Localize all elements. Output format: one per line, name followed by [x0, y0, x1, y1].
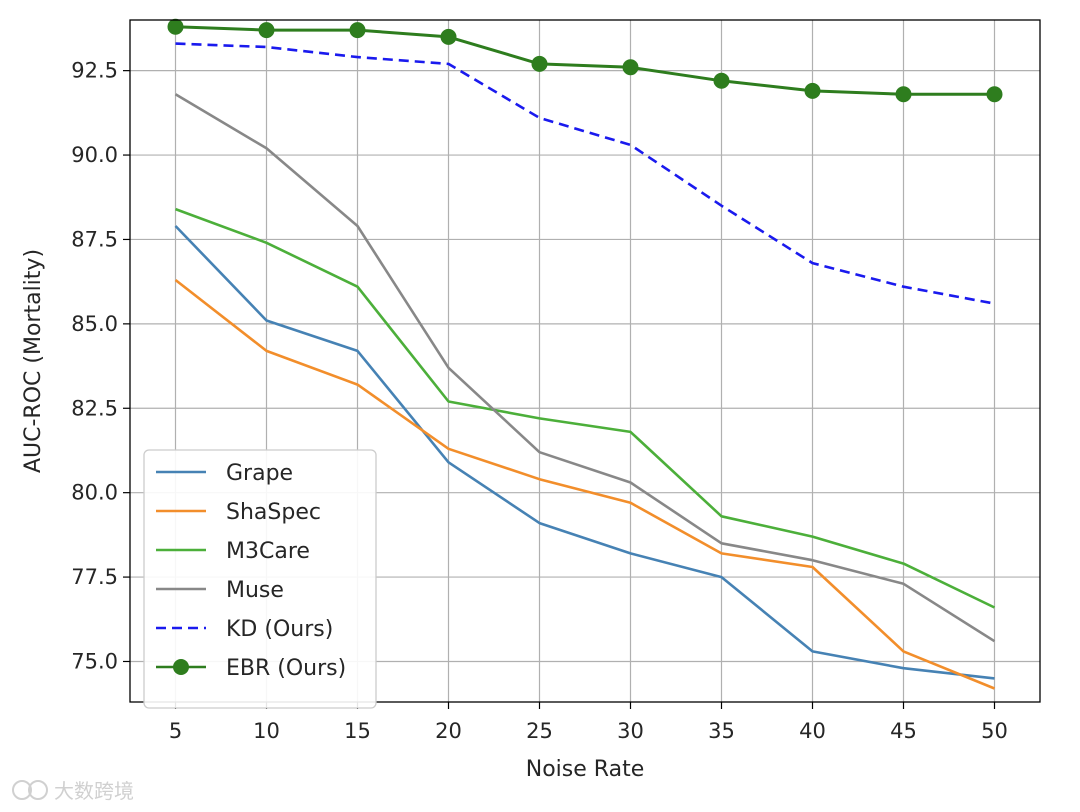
x-tick-label: 10	[253, 719, 280, 743]
series-line-m3care	[175, 207, 996, 609]
y-axis-label: AUC-ROC (Mortality)	[21, 249, 46, 473]
x-tick-label: 5	[169, 719, 182, 743]
y-tick-label: 80.0	[71, 481, 118, 505]
watermark-text: 大数跨境	[54, 779, 134, 803]
series-line-shaspec	[174, 278, 995, 690]
series-grape	[174, 225, 995, 680]
y-tick-label: 82.5	[71, 396, 118, 420]
data-point	[622, 59, 639, 76]
x-axis-label: Noise Rate	[526, 757, 644, 782]
x-tick-label: 35	[708, 719, 735, 743]
y-tick-label: 87.5	[71, 227, 118, 251]
x-tick-label: 20	[435, 719, 462, 743]
legend-label: Grape	[226, 461, 293, 486]
legend: Grape ShaSpec M3Care Muse KD (Ours) EBR (Ours…	[143, 449, 377, 709]
legend-label: Muse	[226, 578, 284, 603]
data-point	[349, 22, 366, 39]
series-line-muse	[174, 93, 996, 643]
x-tick-label: 25	[526, 719, 553, 743]
legend-label: EBR (Ours)	[226, 656, 346, 681]
legend-item-ebr-ours: EBR (Ours)	[156, 656, 346, 681]
y-tick-label: 75.0	[71, 649, 118, 673]
series-line-grape	[174, 225, 995, 680]
y-tick-label: 90.0	[71, 143, 118, 167]
x-tick-label: 30	[617, 719, 644, 743]
x-tick-label: 50	[981, 719, 1008, 743]
data-point	[895, 86, 912, 103]
x-tick-label: 15	[344, 719, 371, 743]
legend-box	[143, 449, 377, 709]
series-ebr-ours	[167, 18, 1003, 103]
data-point	[258, 22, 275, 39]
legend-marker	[173, 659, 189, 675]
series-shaspec	[174, 278, 995, 690]
data-point	[531, 55, 548, 72]
x-tick-label: 45	[890, 719, 917, 743]
y-tick-label: 85.0	[71, 312, 118, 336]
y-tick-label: 92.5	[71, 59, 118, 83]
data-point	[167, 18, 184, 35]
plot-frame	[129, 19, 1041, 703]
series-line-kd-ours	[175, 42, 995, 305]
legend-item-shaspec: ShaSpec	[156, 500, 321, 525]
data-point	[804, 82, 821, 99]
legend-label: M3Care	[226, 539, 310, 564]
data-point	[713, 72, 730, 89]
watermark: 大数跨境	[12, 779, 134, 803]
legend-item-m3care: M3Care	[156, 539, 310, 564]
axis-ticks: 5 10 15 20 25 30 35 40 45 50 75.0 77.5 80.0 82.5 85.0 8…	[71, 59, 1008, 743]
data-point	[440, 28, 457, 45]
legend-label: KD (Ours)	[226, 617, 333, 642]
legend-item-grape: Grape	[156, 461, 293, 486]
data-point	[986, 86, 1003, 103]
series-line-ebr-ours	[175, 25, 995, 96]
legend-label: ShaSpec	[226, 500, 321, 525]
y-tick-label: 77.5	[71, 565, 118, 589]
x-tick-label: 40	[799, 719, 826, 743]
legend-item-muse: Muse	[156, 578, 284, 603]
series-m3care	[175, 207, 996, 609]
series-muse	[174, 93, 996, 643]
series-kd-ours	[175, 42, 995, 305]
legend-item-kd-ours: KD (Ours)	[156, 617, 333, 642]
series-layer	[167, 18, 1003, 690]
